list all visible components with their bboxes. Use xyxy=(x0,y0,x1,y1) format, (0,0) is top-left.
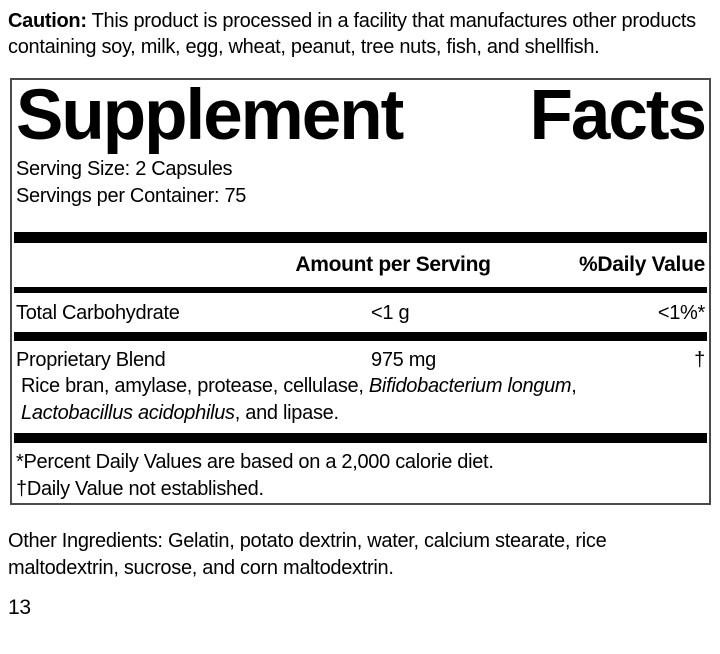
nutrient-name: Proprietary Blend xyxy=(16,349,166,371)
caution-text: This product is processed in a facility … xyxy=(8,10,696,58)
nutrient-daily-value: † xyxy=(694,349,705,371)
nutrient-name: Total Carbohydrate xyxy=(16,302,180,324)
divider-bar-above-footnotes xyxy=(14,433,707,443)
panel-title: Supplement Facts xyxy=(16,76,707,155)
supplement-label-page: Caution: This product is processed in a … xyxy=(8,8,712,621)
nutrient-amount: <1 g xyxy=(371,302,410,324)
footnote-daily-value-not-established: †Daily Value not established. xyxy=(16,478,264,500)
footnote-percent-daily-values: *Percent Daily Values are based on a 2,0… xyxy=(16,451,494,473)
caution-paragraph: Caution: This product is processed in a … xyxy=(8,8,714,60)
nutrient-row-total-carbohydrate: Total Carbohydrate <1 g <1%* xyxy=(16,293,705,332)
footnotes: *Percent Daily Values are based on a 2,0… xyxy=(16,443,705,503)
panel-title-word-facts: Facts xyxy=(529,76,707,155)
caution-label: Caution: xyxy=(8,10,87,32)
serving-size-line: Serving Size: 2 Capsules xyxy=(16,158,233,180)
nutrient-row-proprietary-blend: Proprietary Blend 975 mg † xyxy=(16,341,705,373)
nutrient-amount: 975 mg xyxy=(371,349,436,371)
other-ingredients: Other Ingredients: Gelatin, potato dextr… xyxy=(8,530,607,579)
proprietary-blend-ingredients: Rice bran, amylase, protease, cellulase,… xyxy=(21,375,577,424)
supplement-facts-panel: Supplement Facts Serving Size: 2 Capsule… xyxy=(10,78,711,505)
divider-bar-under-header xyxy=(14,287,707,293)
servings-per-container-line: Servings per Container: 75 xyxy=(16,185,247,207)
page-number: 13 xyxy=(8,596,31,619)
divider-bar-after-carbohydrate xyxy=(14,332,707,341)
panel-title-word-supplement: Supplement xyxy=(16,76,404,155)
divider-bar-top xyxy=(14,232,707,243)
nutrient-daily-value: <1%* xyxy=(657,302,705,324)
column-header-daily-value: %Daily Value xyxy=(579,253,705,276)
column-header-amount-per-serving: Amount per Serving xyxy=(295,253,491,276)
column-header-row: Amount per Serving %Daily Value xyxy=(16,243,705,287)
